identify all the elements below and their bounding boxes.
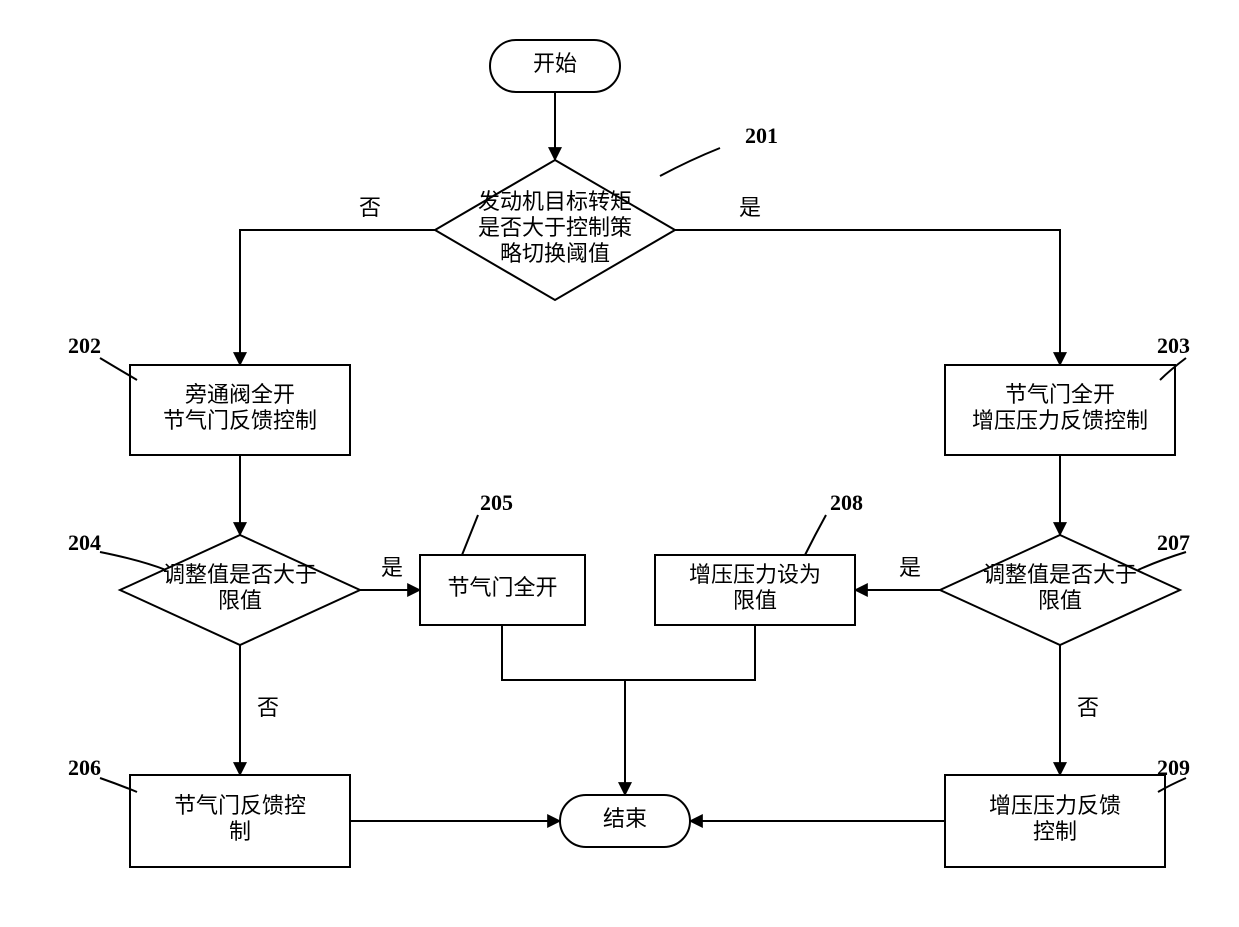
flowchart-diagram: 否是是是否否开始发动机目标转矩是否大于控制策略切换阈值旁通阀全开节气门反馈控制节… <box>0 0 1239 927</box>
svg-text:节气门全开: 节气门全开 <box>1005 382 1115 407</box>
svg-text:增压压力设为: 增压压力设为 <box>689 562 821 587</box>
node-p205: 节气门全开 <box>420 555 585 625</box>
svg-text:限值: 限值 <box>733 588 777 613</box>
node-p202: 旁通阀全开节气门反馈控制 <box>130 365 350 455</box>
nodes-layer: 开始发动机目标转矩是否大于控制策略切换阈值旁通阀全开节气门反馈控制节气门全开增压… <box>120 40 1180 867</box>
ref-label: 208 <box>830 490 863 515</box>
ref-label: 206 <box>68 755 101 780</box>
svg-text:旁通阀全开: 旁通阀全开 <box>185 382 295 407</box>
ref-label: 205 <box>480 490 513 515</box>
node-p206: 节气门反馈控制 <box>130 775 350 867</box>
svg-text:发动机目标转矩: 发动机目标转矩 <box>478 189 632 214</box>
ref-leader <box>660 148 720 176</box>
svg-text:结束: 结束 <box>603 806 647 831</box>
node-end: 结束 <box>560 795 690 847</box>
svg-text:节气门反馈控制: 节气门反馈控制 <box>163 408 317 433</box>
svg-text:增压压力反馈控制: 增压压力反馈控制 <box>972 408 1148 433</box>
svg-text:制: 制 <box>229 819 251 844</box>
ref-label: 204 <box>68 530 101 555</box>
ref-label: 203 <box>1157 333 1190 358</box>
node-p203: 节气门全开增压压力反馈控制 <box>945 365 1175 455</box>
svg-text:调整值是否大于: 调整值是否大于 <box>983 562 1137 587</box>
ref-label: 201 <box>745 123 778 148</box>
node-d207: 调整值是否大于限值 <box>940 535 1180 645</box>
node-p209: 增压压力反馈控制 <box>945 775 1165 867</box>
edge <box>502 625 625 795</box>
edge-label: 否 <box>359 195 381 220</box>
ref-leader <box>462 515 478 555</box>
svg-text:增压压力反馈: 增压压力反馈 <box>989 793 1121 818</box>
ref-label: 209 <box>1157 755 1190 780</box>
edge-label: 是 <box>899 555 921 580</box>
edge <box>240 230 435 365</box>
ref-label: 202 <box>68 333 101 358</box>
edge-label: 否 <box>257 695 279 720</box>
ref-leader <box>100 552 166 570</box>
svg-text:控制: 控制 <box>1033 819 1077 844</box>
svg-text:限值: 限值 <box>218 588 262 613</box>
edge <box>675 230 1060 365</box>
edge-label: 是 <box>739 195 761 220</box>
ref-leader <box>805 515 826 555</box>
svg-text:限值: 限值 <box>1038 588 1082 613</box>
edge-label: 否 <box>1077 695 1099 720</box>
node-d201: 发动机目标转矩是否大于控制策略切换阈值 <box>435 160 675 300</box>
svg-text:调整值是否大于: 调整值是否大于 <box>163 562 317 587</box>
edge-label: 是 <box>381 555 403 580</box>
node-p208: 增压压力设为限值 <box>655 555 855 625</box>
edges-layer: 否是是是否否 <box>240 92 1099 821</box>
svg-text:开始: 开始 <box>533 51 577 76</box>
svg-text:节气门全开: 节气门全开 <box>447 575 557 600</box>
node-d204: 调整值是否大于限值 <box>120 535 360 645</box>
edge <box>625 625 755 680</box>
ref-label: 207 <box>1157 530 1190 555</box>
node-start: 开始 <box>490 40 620 92</box>
svg-text:节气门反馈控: 节气门反馈控 <box>174 793 306 818</box>
svg-text:是否大于控制策: 是否大于控制策 <box>478 215 632 240</box>
svg-text:略切换阈值: 略切换阈值 <box>500 241 610 266</box>
